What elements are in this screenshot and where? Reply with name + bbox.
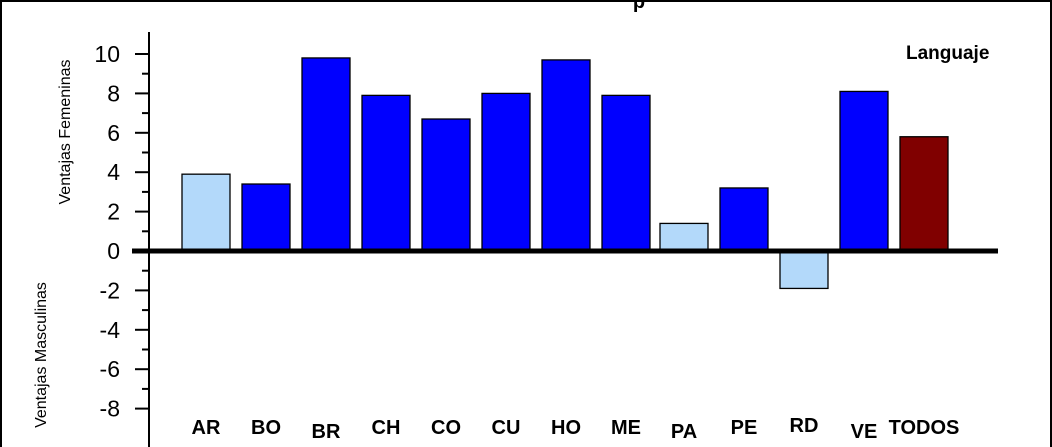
x-tick-label-me: ME	[611, 417, 641, 439]
bar-me	[601, 94, 651, 252]
bar-ho	[541, 59, 591, 252]
x-tick-label-co: CO	[431, 417, 461, 439]
y-tick-label: -6	[100, 356, 120, 382]
y-tick-label: -8	[100, 396, 120, 422]
y-tick-label: -2	[100, 277, 120, 303]
bar-ar	[181, 173, 231, 252]
y-tick-label: -4	[100, 317, 121, 343]
bar-pe	[719, 187, 769, 252]
x-tick-label-rd: RD	[790, 415, 819, 437]
x-tick-label-ho: HO	[551, 417, 581, 439]
y-axis-label-negative: Ventajas Masculinas	[33, 282, 50, 428]
y-tick-label: 4	[107, 159, 120, 185]
y-axis-label-positive: Ventajas Femeninas	[57, 60, 74, 205]
bar-pa	[659, 222, 709, 252]
x-tick-label-ar: AR	[192, 417, 221, 439]
x-tick-label-todos: TODOS	[889, 417, 960, 439]
x-tick-label-br: BR	[312, 421, 341, 443]
legend-label: Languaje	[906, 43, 989, 64]
bar-bo	[241, 183, 291, 252]
bar-rd	[779, 250, 829, 290]
x-tick-label-pe: PE	[731, 417, 758, 439]
x-tick-label-pa: PA	[671, 421, 697, 443]
chart-title: p	[633, 2, 645, 13]
bar-todos	[899, 136, 949, 252]
y-tick-label: 10	[94, 41, 120, 67]
bar-ve	[839, 90, 889, 252]
y-tick-label: 0	[107, 238, 120, 264]
y-tick-label: 8	[107, 80, 120, 106]
y-tick-label: 2	[107, 199, 120, 225]
bar-br	[301, 57, 351, 252]
bar-ch	[361, 94, 411, 252]
x-tick-label-cu: CU	[492, 417, 521, 439]
x-tick-label-ve: VE	[851, 421, 878, 443]
bar-cu	[481, 92, 531, 252]
bar-co	[421, 118, 471, 252]
y-tick-label: 6	[107, 120, 120, 146]
x-tick-label-bo: BO	[251, 417, 281, 439]
x-tick-label-ch: CH	[372, 417, 401, 439]
